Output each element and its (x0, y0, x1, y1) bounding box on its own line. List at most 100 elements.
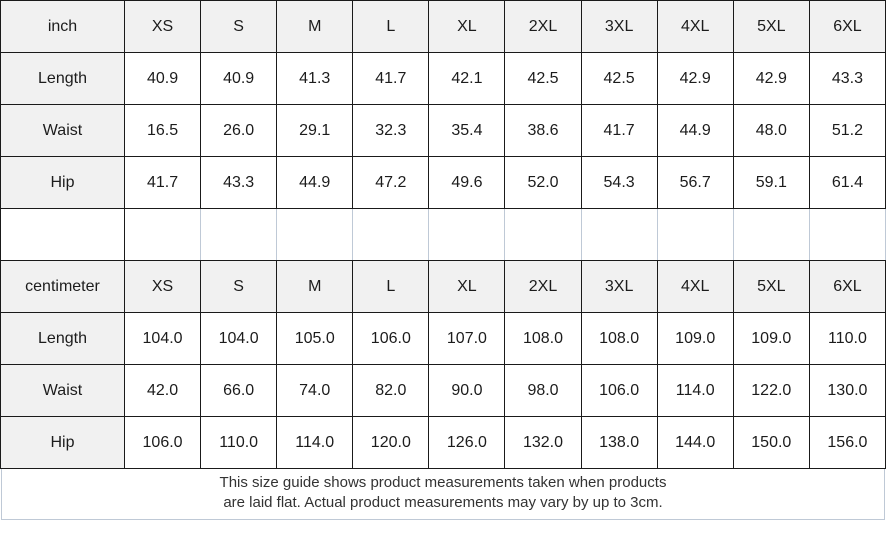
measurement-row: Length 40.9 40.9 41.3 41.7 42.1 42.5 42.5 42.9 42… (0, 52, 886, 105)
value-cell: 42.5 (580, 52, 658, 105)
row-label-cell: Waist (0, 364, 125, 417)
size-header-cell: 5XL (732, 0, 810, 53)
disclaimer-line-1: This size guide shows product measuremen… (219, 474, 667, 492)
spacer-cell (428, 208, 506, 261)
value-cell: 156.0 (808, 416, 886, 469)
value-cell: 106.0 (580, 364, 658, 417)
row-label-cell: Length (0, 312, 125, 365)
spacer-cell (123, 208, 202, 261)
value-cell: 49.6 (428, 156, 506, 209)
row-label-cell: Waist (0, 104, 125, 157)
spacer-cell (200, 208, 278, 261)
size-header-cell: 5XL (732, 260, 810, 313)
value-cell: 144.0 (656, 416, 734, 469)
value-cell: 138.0 (580, 416, 658, 469)
size-header-cell: 4XL (656, 0, 734, 53)
size-header-cell: M (276, 0, 354, 53)
size-header-cell: S (200, 0, 278, 53)
value-cell: 74.0 (276, 364, 354, 417)
value-cell: 61.4 (808, 156, 886, 209)
value-cell: 90.0 (428, 364, 506, 417)
value-cell: 150.0 (732, 416, 810, 469)
value-cell: 43.3 (200, 156, 278, 209)
spacer-cell (656, 208, 734, 261)
measurement-row: Waist 42.0 66.0 74.0 82.0 90.0 98.0 106.0 114.0 1… (0, 364, 886, 417)
size-header-cell: 2XL (504, 0, 582, 53)
spacer-cell (504, 208, 582, 261)
value-cell: 41.3 (276, 52, 354, 105)
value-cell: 44.9 (656, 104, 734, 157)
value-cell: 41.7 (580, 104, 658, 157)
value-cell: 110.0 (200, 416, 278, 469)
measurement-row: Hip 41.7 43.3 44.9 47.2 49.6 52.0 54.3 56.7 59.1 6… (0, 156, 886, 209)
value-cell: 41.7 (352, 52, 430, 105)
value-cell: 108.0 (580, 312, 658, 365)
value-cell: 59.1 (732, 156, 810, 209)
spacer-cell (732, 208, 810, 261)
value-cell: 29.1 (276, 104, 354, 157)
value-cell: 130.0 (808, 364, 886, 417)
value-cell: 38.6 (504, 104, 582, 157)
value-cell: 109.0 (732, 312, 810, 365)
value-cell: 126.0 (428, 416, 506, 469)
size-header-cell: 3XL (580, 0, 658, 53)
spacer-cell (276, 208, 354, 261)
size-guide: inch XS S M L XL 2XL 3XL 4XL 5XL 6XL Length 40.9 40.9… (0, 0, 886, 520)
spacer-cell (580, 208, 658, 261)
value-cell: 105.0 (276, 312, 354, 365)
value-cell: 41.7 (123, 156, 202, 209)
size-chart-body: inch XS S M L XL 2XL 3XL 4XL 5XL 6XL Length 40.9 40.9… (0, 0, 886, 469)
value-cell: 42.1 (428, 52, 506, 105)
spacer-cell (808, 208, 886, 261)
value-cell: 104.0 (200, 312, 278, 365)
value-cell: 48.0 (732, 104, 810, 157)
measurement-row: Waist 16.5 26.0 29.1 32.3 35.4 38.6 41.7 44.9 48.… (0, 104, 886, 157)
value-cell: 122.0 (732, 364, 810, 417)
value-cell: 51.2 (808, 104, 886, 157)
value-cell: 106.0 (352, 312, 430, 365)
size-header-row-centimeter: centimeter XS S M L XL 2XL 3XL 4XL 5XL 6XL (0, 260, 886, 313)
size-header-cell: 2XL (504, 260, 582, 313)
size-chart-table: inch XS S M L XL 2XL 3XL 4XL 5XL 6XL Length 40.9 40.9… (0, 0, 886, 469)
size-header-cell: 4XL (656, 260, 734, 313)
size-header-row-inch: inch XS S M L XL 2XL 3XL 4XL 5XL 6XL (0, 0, 886, 53)
row-label-cell: Length (0, 52, 125, 105)
size-header-cell: XL (428, 260, 506, 313)
value-cell: 110.0 (808, 312, 886, 365)
value-cell: 26.0 (200, 104, 278, 157)
value-cell: 42.0 (123, 364, 202, 417)
value-cell: 47.2 (352, 156, 430, 209)
value-cell: 43.3 (808, 52, 886, 105)
measurement-row: Hip 106.0 110.0 114.0 120.0 126.0 132.0 138.0 14… (0, 416, 886, 469)
value-cell: 114.0 (656, 364, 734, 417)
disclaimer-line-2: are laid flat. Actual product measuremen… (223, 494, 663, 511)
value-cell: 44.9 (276, 156, 354, 209)
value-cell: 56.7 (656, 156, 734, 209)
row-label-cell: Hip (0, 156, 125, 209)
value-cell: 42.5 (504, 52, 582, 105)
size-header-cell: M (276, 260, 354, 313)
value-cell: 108.0 (504, 312, 582, 365)
spacer-cell (352, 208, 430, 261)
value-cell: 120.0 (352, 416, 430, 469)
value-cell: 40.9 (200, 52, 278, 105)
size-header-cell: XS (123, 260, 202, 313)
value-cell: 66.0 (200, 364, 278, 417)
size-header-cell: 3XL (580, 260, 658, 313)
size-header-cell: 6XL (808, 0, 886, 53)
measurement-row: Length 104.0 104.0 105.0 106.0 107.0 108.0 108.… (0, 312, 886, 365)
row-label-cell: Hip (0, 416, 125, 469)
unit-header-cell: centimeter (0, 260, 125, 313)
value-cell: 82.0 (352, 364, 430, 417)
value-cell: 35.4 (428, 104, 506, 157)
value-cell: 42.9 (656, 52, 734, 105)
size-guide-disclaimer: This size guide shows product measuremen… (1, 469, 885, 520)
value-cell: 98.0 (504, 364, 582, 417)
size-header-cell: S (200, 260, 278, 313)
unit-header-cell: inch (0, 0, 125, 53)
value-cell: 42.9 (732, 52, 810, 105)
size-header-cell: XS (123, 0, 202, 53)
size-header-cell: 6XL (808, 260, 886, 313)
size-header-cell: XL (428, 0, 506, 53)
value-cell: 107.0 (428, 312, 506, 365)
